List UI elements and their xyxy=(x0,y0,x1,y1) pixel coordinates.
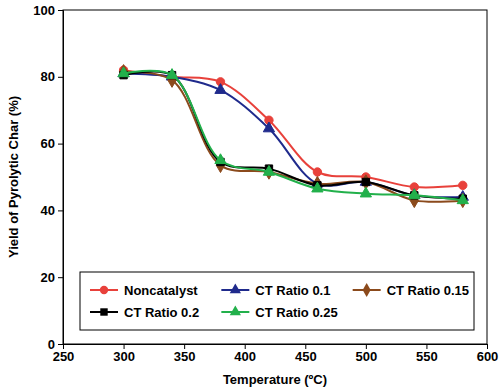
x-tick: 350 xyxy=(174,344,196,364)
x-tick-label: 300 xyxy=(113,349,135,364)
x-tick: 450 xyxy=(295,344,317,364)
x-tick: 300 xyxy=(113,344,135,364)
legend-label: CT Ratio 0.2 xyxy=(124,305,199,320)
x-tick: 400 xyxy=(234,344,256,364)
x-tick: 250 xyxy=(53,344,75,364)
legend-item: Noncatalyst xyxy=(90,283,198,298)
y-tick-label: 40 xyxy=(41,203,55,218)
x-tick: 500 xyxy=(356,344,378,364)
series-marker xyxy=(263,165,274,175)
x-tick: 550 xyxy=(416,344,438,364)
y-tick-mark xyxy=(58,144,63,145)
chart: 250 300 350 400 450 500 550 600 0 20 40 60 80 100 Nonc… xyxy=(0,0,500,392)
legend-box xyxy=(80,272,474,330)
y-tick-mark xyxy=(58,10,63,11)
y-tick-mark xyxy=(58,344,63,345)
series-marker xyxy=(409,189,420,199)
x-tick-label: 350 xyxy=(174,349,196,364)
series-marker xyxy=(459,181,467,189)
series-line xyxy=(124,70,463,187)
legend-label: CT Ratio 0.1 xyxy=(255,283,330,298)
legend-label: Noncatalyst xyxy=(124,283,198,298)
y-tick-label: 80 xyxy=(41,69,55,84)
y-axis: 0 20 40 60 80 100 xyxy=(33,3,63,352)
series-marker xyxy=(263,122,274,132)
y-axis-line xyxy=(58,11,64,345)
series-marker xyxy=(166,69,177,79)
plot-frame xyxy=(63,10,487,344)
x-tick-label: 500 xyxy=(356,349,378,364)
x-axis-title: Temperature (ºC) xyxy=(223,372,327,387)
y-tick: 40 xyxy=(41,203,63,218)
x-tick-label: 450 xyxy=(295,349,317,364)
x-tick-label: 600 xyxy=(477,349,499,364)
y-tick-mark xyxy=(58,77,63,78)
y-tick: 80 xyxy=(41,69,63,84)
series-marker xyxy=(118,67,129,77)
series-marker xyxy=(360,187,371,197)
series-line xyxy=(124,72,463,202)
legend-item: CT Ratio 0.25 xyxy=(221,305,337,320)
series-marker xyxy=(215,154,226,164)
y-tick: 60 xyxy=(41,136,63,151)
y-tick-mark xyxy=(58,210,63,211)
y-tick-label: 60 xyxy=(41,136,55,151)
y-tick-label: 20 xyxy=(41,270,55,285)
plot-area: 250 300 350 400 450 500 550 600 0 20 40 60 80 100 Nonc… xyxy=(33,3,498,365)
series-marker xyxy=(312,182,323,192)
series-marker xyxy=(215,84,226,94)
x-tick: 600 xyxy=(477,344,499,364)
legend-marker xyxy=(100,308,107,315)
legend-item: CT Ratio 0.1 xyxy=(221,283,330,298)
y-axis-title: Yield of Pyrolytic Char (%) xyxy=(6,96,21,258)
y-tick-mark xyxy=(58,277,63,278)
y-tick: 100 xyxy=(33,3,63,18)
legend-marker xyxy=(363,283,371,297)
y-tick: 0 xyxy=(48,337,63,352)
x-tick-label: 250 xyxy=(53,349,75,364)
legend-marker xyxy=(230,283,241,293)
y-tick-label: 100 xyxy=(33,3,55,18)
series-marker xyxy=(457,194,468,204)
legend-label: CT Ratio 0.15 xyxy=(387,283,469,298)
legend-item: CT Ratio 0.15 xyxy=(353,283,469,298)
y-tick-label: 0 xyxy=(48,337,55,352)
series-marker xyxy=(409,189,420,199)
y-tick: 20 xyxy=(41,270,63,285)
legend-marker xyxy=(100,286,108,294)
series-line xyxy=(124,71,463,201)
x-tick-label: 400 xyxy=(234,349,256,364)
legend-label: CT Ratio 0.25 xyxy=(255,305,337,320)
series-marker xyxy=(362,178,369,185)
series-marker xyxy=(313,168,321,176)
series-line xyxy=(124,71,463,198)
legend-item: CT Ratio 0.2 xyxy=(90,305,199,320)
x-axis: 250 300 350 400 450 500 550 600 xyxy=(53,344,499,364)
legend: Noncatalyst CT Ratio 0.1 CT Ratio 0.15 CT R… xyxy=(80,272,474,330)
data-layer xyxy=(118,65,468,208)
x-tick-label: 550 xyxy=(416,349,438,364)
legend-marker xyxy=(230,305,241,315)
